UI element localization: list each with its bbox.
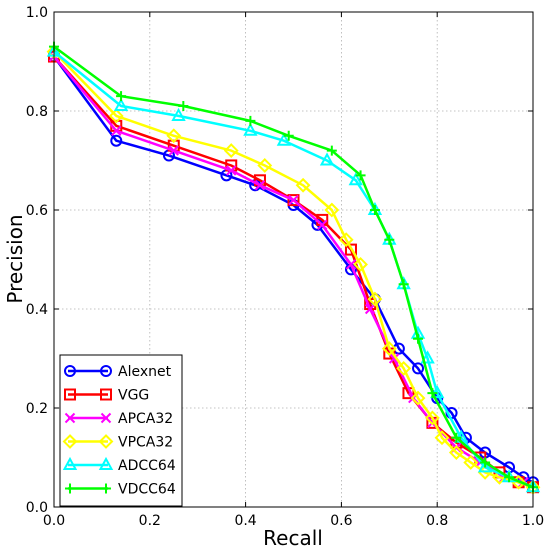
y-tick-label: 0.0	[26, 500, 48, 516]
data-point-adcc64	[319, 152, 335, 166]
data-point-vpca32	[108, 108, 124, 124]
data-point-vdcc64	[427, 388, 438, 399]
data-point-apca32	[345, 259, 357, 270]
data-point-vdcc64	[504, 472, 515, 483]
x-tick-label: 0.2	[139, 513, 161, 529]
data-point-vpca32	[338, 232, 354, 248]
legend-label-vpca32: VPCA32	[118, 435, 173, 451]
data-point-vpca32	[463, 455, 479, 470]
x-axis-label: Recall	[263, 526, 323, 550]
tick-layer: 0.0 0.2 0.4 0.6 0.8 1.0 0.0 0.2 0.4 0.6 0.8 1.0	[26, 5, 544, 529]
data-point-vpca32	[353, 257, 368, 272]
x-tick-label: 0.0	[43, 513, 65, 529]
data-point-vdcc64	[384, 234, 395, 245]
data-point-vdcc64	[451, 432, 462, 443]
data-point-vpca32	[223, 143, 239, 159]
legend-label-alexnet: Alexnet	[118, 364, 172, 380]
data-point-vgg	[344, 243, 357, 256]
data-point-vdcc64	[480, 457, 491, 468]
data-point-apca32	[168, 145, 179, 156]
data-point-vgg	[287, 194, 300, 207]
y-axis-label: Precision	[3, 214, 27, 303]
legend-marker-vgg	[64, 388, 76, 401]
legend-marker-adcc64	[98, 456, 114, 470]
series-vdcc64	[49, 41, 538, 493]
data-point-adcc64	[171, 107, 186, 121]
legend-marker-vdcc64	[65, 483, 75, 494]
data-point-apca32	[388, 353, 400, 364]
data-point-vpca32	[396, 360, 412, 376]
data-point-vdcc64	[178, 101, 189, 112]
series-line-apca32	[53, 55, 524, 484]
data-point-vpca32	[424, 410, 440, 426]
y-tick-label: 0.2	[26, 401, 48, 417]
data-point-vpca32	[166, 128, 182, 144]
x-tick-label: 0.4	[234, 513, 256, 529]
data-point-vpca32	[324, 202, 340, 218]
plot-frame	[53, 11, 534, 508]
y-tick-label: 0.4	[26, 302, 48, 318]
data-point-vpca32	[410, 390, 426, 406]
data-point-vdcc64	[116, 91, 127, 102]
data-point-apca32	[254, 180, 266, 191]
data-point-adcc64	[477, 459, 493, 473]
legend-marker-apca32	[64, 412, 76, 424]
y-tick-label: 1.0	[26, 5, 48, 21]
data-point-vdcc64	[326, 145, 337, 156]
x-tick-label: 0.8	[426, 513, 448, 529]
legend-marker-alexnet	[64, 365, 76, 377]
legend-marker-alexnet	[100, 365, 112, 377]
legend-marker-vdcc64	[101, 483, 111, 494]
data-point-vdcc64	[355, 170, 366, 181]
legend-label-adcc64: ADCC64	[118, 458, 176, 474]
data-point-vpca32	[295, 177, 311, 193]
legend-box	[59, 354, 183, 507]
data-point-apca32	[111, 125, 122, 137]
legend-marker-vgg	[100, 388, 112, 401]
legend-label-vgg: VGG	[118, 388, 149, 404]
data-point-vpca32	[367, 291, 383, 307]
data-point-vdcc64	[398, 279, 409, 290]
y-tick-label: 0.8	[26, 104, 48, 120]
data-point-vpca32	[257, 158, 273, 173]
data-point-vdcc64	[283, 130, 294, 141]
series-layer	[46, 41, 541, 495]
data-point-adcc64	[348, 172, 363, 186]
data-point-vdcc64	[413, 333, 424, 344]
data-point-vdcc64	[245, 115, 256, 126]
data-point-vpca32	[448, 445, 464, 460]
legend-label-vdcc64: VDCC64	[118, 482, 176, 498]
legend: Alexnet VGG APCA32 VPCA32 ADCC64 VDCC64	[59, 354, 183, 507]
data-point-alexnet	[412, 362, 425, 375]
data-point-vpca32	[381, 341, 397, 357]
x-tick-label: 1.0	[522, 513, 544, 529]
legend-marker-apca32	[100, 412, 112, 424]
series-line-vdcc64	[53, 45, 534, 489]
data-point-adcc64	[420, 350, 435, 364]
legend-label-apca32: APCA32	[118, 411, 173, 427]
data-point-vpca32	[434, 430, 450, 446]
data-point-apca32	[364, 303, 376, 315]
x-tick-label: 0.6	[330, 513, 352, 529]
legend-marker-adcc64	[62, 456, 78, 470]
data-point-alexnet	[110, 134, 123, 147]
data-point-adcc64	[276, 132, 292, 146]
data-point-apca32	[226, 165, 237, 176]
legend-marker-vpca32	[98, 434, 114, 449]
data-point-apca32	[288, 194, 299, 206]
data-point-adcc64	[113, 97, 129, 112]
data-point-adcc64	[243, 122, 258, 136]
data-point-apca32	[317, 219, 328, 231]
legend-marker-vpca32	[62, 434, 78, 449]
y-tick-label: 0.6	[26, 203, 48, 219]
data-point-vdcc64	[369, 205, 380, 215]
